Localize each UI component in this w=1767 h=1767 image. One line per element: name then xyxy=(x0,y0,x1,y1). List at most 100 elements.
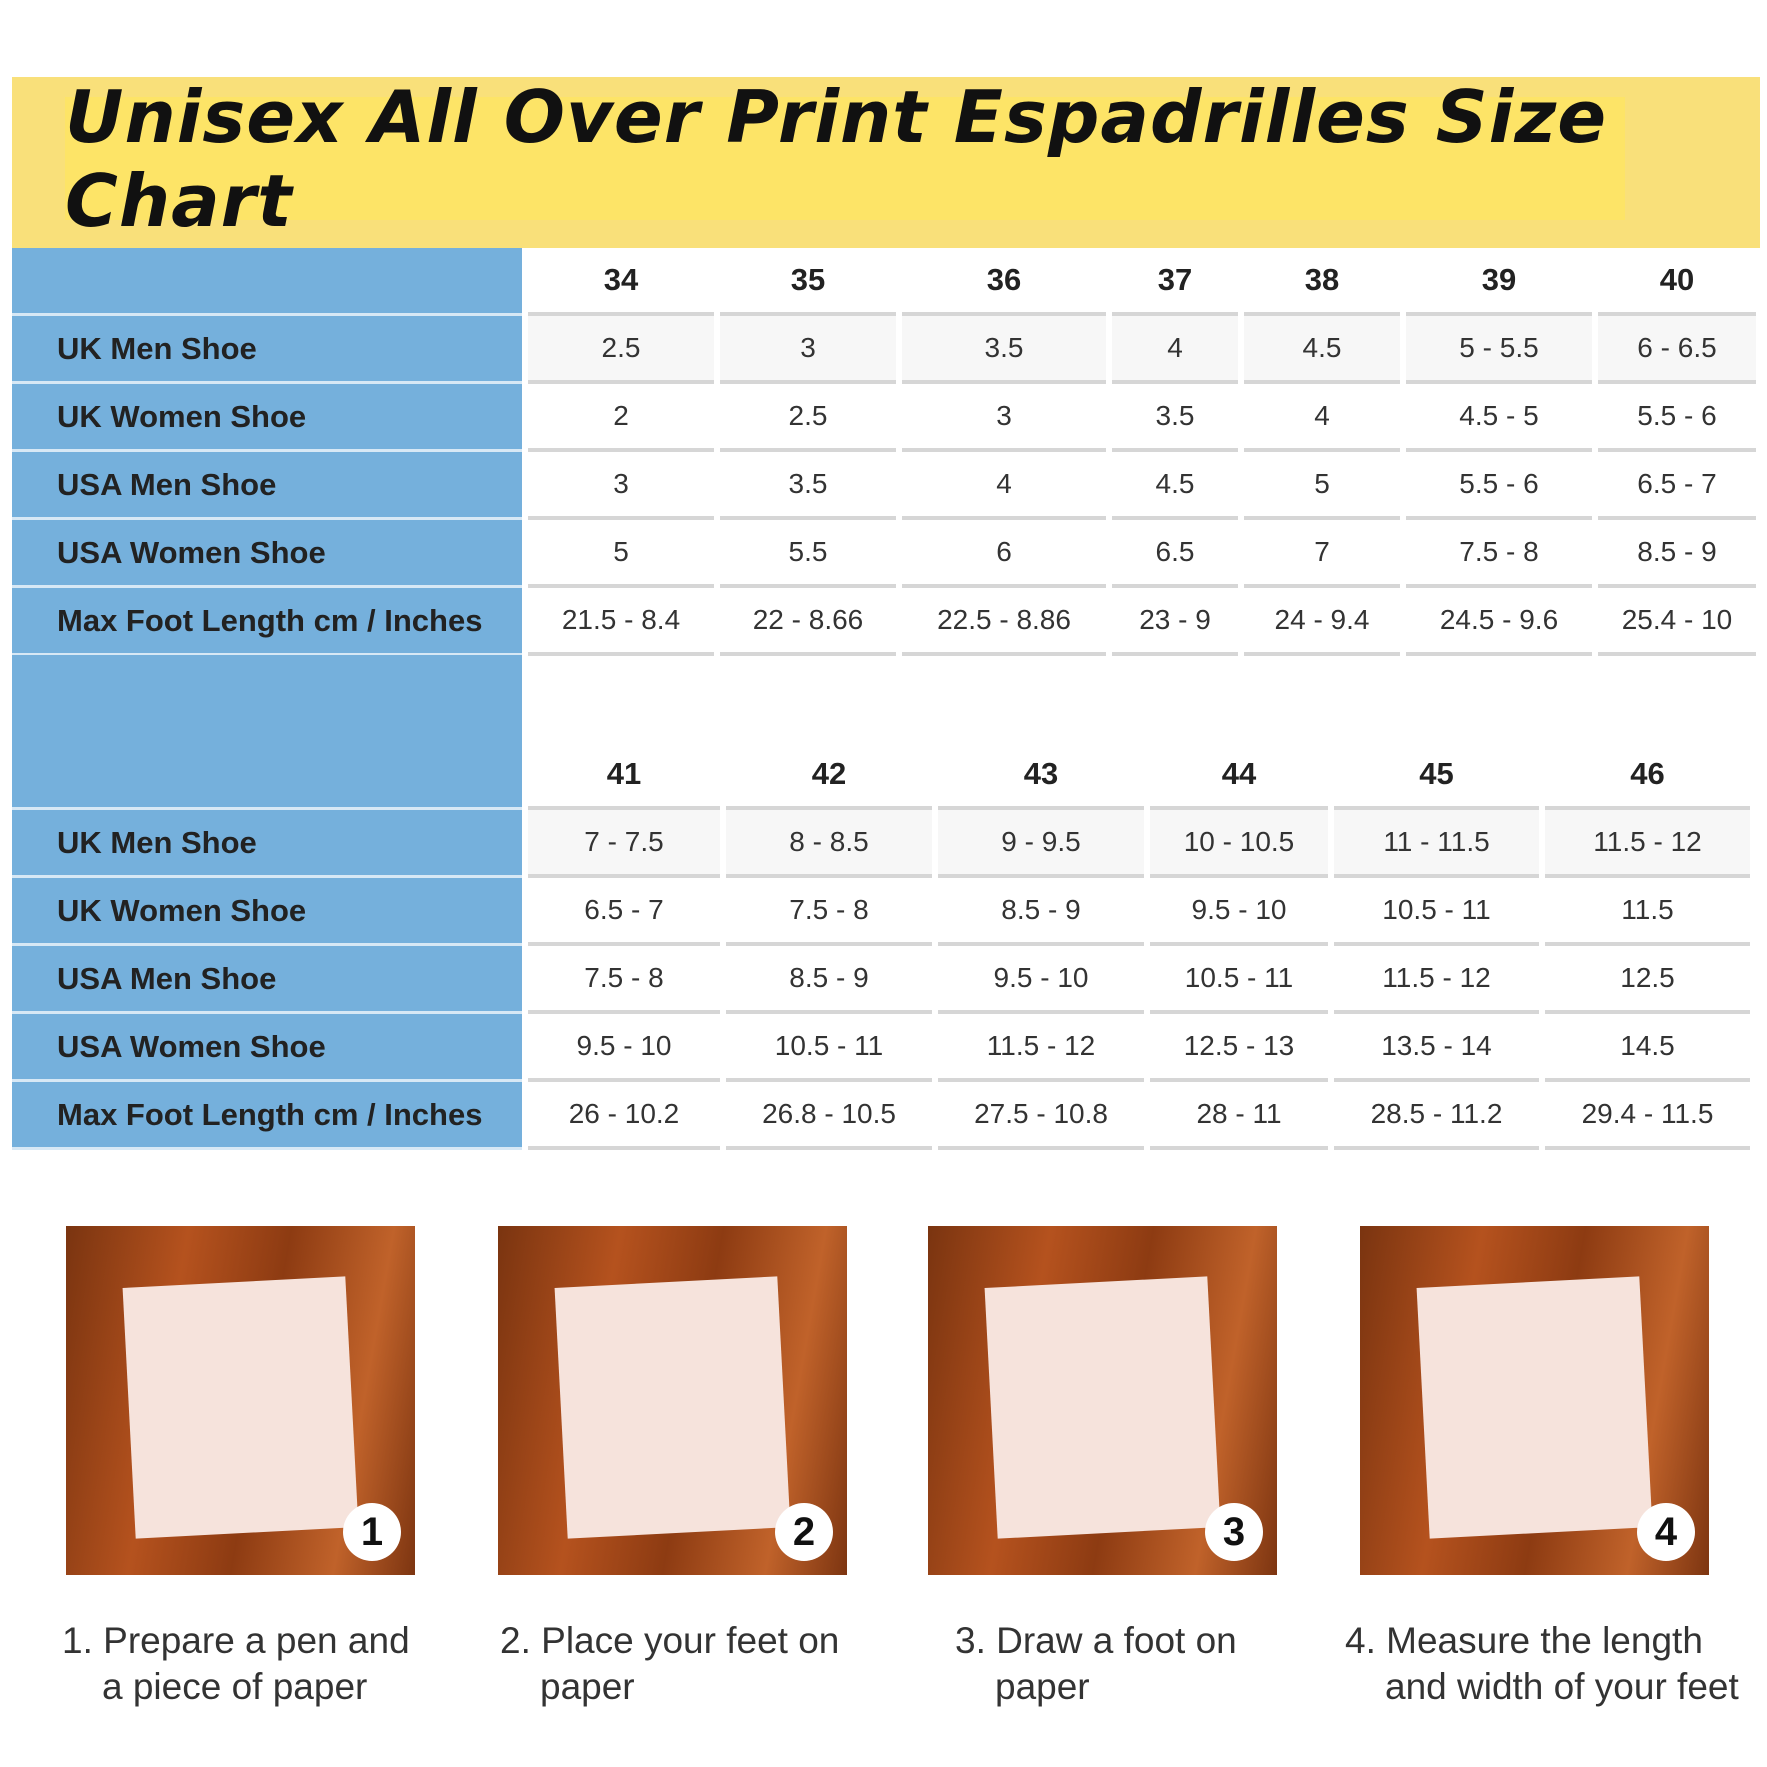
row-label: USA Women Shoe xyxy=(12,1014,522,1082)
step-number-badge: 2 xyxy=(775,1503,833,1561)
caption-line-1: 2. Place your feet on xyxy=(500,1620,840,1661)
size-header: 34 xyxy=(528,248,714,316)
step-caption: 4. Measure the length and width of your f… xyxy=(1345,1618,1745,1710)
table-cell: 12.5 - 13 xyxy=(1150,1014,1328,1082)
step-number-badge: 3 xyxy=(1205,1503,1263,1561)
table-cell: 10 - 10.5 xyxy=(1150,810,1328,878)
table-cell: 4 xyxy=(1112,316,1238,384)
caption-line-1: 4. Measure the length xyxy=(1345,1620,1703,1661)
size-header: 42 xyxy=(726,742,932,810)
caption-line-2: paper xyxy=(995,1666,1090,1707)
label-column-spacer xyxy=(12,655,522,742)
table-cell: 11.5 xyxy=(1545,878,1750,946)
table-cell: 3.5 xyxy=(720,452,896,520)
table-row: USA Men Shoe 7.5 - 8 8.5 - 9 9.5 - 10 10.5 -… xyxy=(12,946,1762,1014)
table-cell: 6 - 6.5 xyxy=(1598,316,1756,384)
caption-line-1: 1. Prepare a pen and xyxy=(62,1620,410,1661)
table-cell: 14.5 xyxy=(1545,1014,1750,1082)
table-cell: 3 xyxy=(902,384,1106,452)
table-cell: 22.5 - 8.86 xyxy=(902,588,1106,656)
table-cell: 8.5 - 9 xyxy=(726,946,932,1014)
table-cell: 22 - 8.66 xyxy=(720,588,896,656)
table-cell: 6.5 xyxy=(1112,520,1238,588)
step-number-badge: 4 xyxy=(1637,1503,1695,1561)
row-label: USA Women Shoe xyxy=(12,520,522,588)
table-cell: 21.5 - 8.4 xyxy=(528,588,714,656)
row-label: USA Men Shoe xyxy=(12,946,522,1014)
header-row: 34 35 36 37 38 39 40 xyxy=(12,248,1762,316)
size-header: 39 xyxy=(1406,248,1592,316)
table-cell: 26.8 - 10.5 xyxy=(726,1082,932,1150)
paper xyxy=(554,1276,791,1539)
table-cell: 28 - 11 xyxy=(1150,1082,1328,1150)
table-cell: 7.5 - 8 xyxy=(726,878,932,946)
table-cell: 8.5 - 9 xyxy=(1598,520,1756,588)
table-cell: 7.5 - 8 xyxy=(528,946,720,1014)
table-cell: 4.5 xyxy=(1244,316,1400,384)
size-header: 44 xyxy=(1150,742,1328,810)
table-cell: 23 - 9 xyxy=(1112,588,1238,656)
table-cell: 9.5 - 10 xyxy=(938,946,1144,1014)
table-cell: 3.5 xyxy=(902,316,1106,384)
title-banner: Unisex All Over Print Espadrilles Size C… xyxy=(12,75,1760,248)
table-row: USA Men Shoe 3 3.5 4 4.5 5 5.5 - 6 6.5 - 7 xyxy=(12,452,1762,520)
row-label: Max Foot Length cm / Inches xyxy=(12,1082,522,1150)
table-cell: 24.5 - 9.6 xyxy=(1406,588,1592,656)
table-cell: 2.5 xyxy=(720,384,896,452)
table-cell: 10.5 - 11 xyxy=(726,1014,932,1082)
table-cell: 24 - 9.4 xyxy=(1244,588,1400,656)
table-cell: 4 xyxy=(1244,384,1400,452)
table-cell: 6.5 - 7 xyxy=(528,878,720,946)
row-label: UK Women Shoe xyxy=(12,384,522,452)
caption-line-2: paper xyxy=(540,1666,635,1707)
size-header: 46 xyxy=(1545,742,1750,810)
row-label: UK Men Shoe xyxy=(12,810,522,878)
table-cell: 6.5 - 7 xyxy=(1598,452,1756,520)
table-cell: 5.5 xyxy=(720,520,896,588)
table-cell: 11.5 - 12 xyxy=(1334,946,1539,1014)
size-header: 40 xyxy=(1598,248,1756,316)
step-photo-3: 3 xyxy=(928,1226,1277,1575)
caption-line-1: 3. Draw a foot on xyxy=(955,1620,1237,1661)
table-cell: 8 - 8.5 xyxy=(726,810,932,878)
table-cell: 8.5 - 9 xyxy=(938,878,1144,946)
table-cell: 9.5 - 10 xyxy=(528,1014,720,1082)
table-cell: 28.5 - 11.2 xyxy=(1334,1082,1539,1150)
table-cell: 29.4 - 11.5 xyxy=(1545,1082,1750,1150)
header-row: 41 42 43 44 45 46 xyxy=(12,742,1762,810)
table-cell: 13.5 - 14 xyxy=(1334,1014,1539,1082)
table-cell: 5 xyxy=(528,520,714,588)
title-box: Unisex All Over Print Espadrilles Size C… xyxy=(65,75,1625,243)
table-cell: 2 xyxy=(528,384,714,452)
size-header: 36 xyxy=(902,248,1106,316)
table-row: UK Men Shoe 2.5 3 3.5 4 4.5 5 - 5.5 6 - 6.5 xyxy=(12,316,1762,384)
table-cell: 7.5 - 8 xyxy=(1406,520,1592,588)
header-label-empty xyxy=(12,248,522,316)
size-header: 45 xyxy=(1334,742,1539,810)
caption-line-2: a piece of paper xyxy=(102,1666,368,1707)
table-row: USA Women Shoe 9.5 - 10 10.5 - 11 11.5 - 12… xyxy=(12,1014,1762,1082)
step-caption: 2. Place your feet on paper xyxy=(500,1618,900,1710)
size-header: 41 xyxy=(528,742,720,810)
table-cell: 11.5 - 12 xyxy=(1545,810,1750,878)
table-cell: 3.5 xyxy=(1112,384,1238,452)
table-cell: 5 xyxy=(1244,452,1400,520)
table-cell: 27.5 - 10.8 xyxy=(938,1082,1144,1150)
table-cell: 4.5 xyxy=(1112,452,1238,520)
table-cell: 4.5 - 5 xyxy=(1406,384,1592,452)
size-header: 35 xyxy=(720,248,896,316)
row-label: Max Foot Length cm / Inches xyxy=(12,588,522,656)
table-cell: 2.5 xyxy=(528,316,714,384)
table-cell: 10.5 - 11 xyxy=(1150,946,1328,1014)
size-table-2: 41 42 43 44 45 46 UK Men Shoe 7 - 7.5 8 - 8.5 9 -… xyxy=(12,742,1762,1150)
table-cell: 6 xyxy=(902,520,1106,588)
row-label: USA Men Shoe xyxy=(12,452,522,520)
table-cell: 11.5 - 12 xyxy=(938,1014,1144,1082)
step-caption: 3. Draw a foot on paper xyxy=(955,1618,1355,1710)
table-cell: 3 xyxy=(720,316,896,384)
table-cell: 3 xyxy=(528,452,714,520)
table-cell: 26 - 10.2 xyxy=(528,1082,720,1150)
table-row: UK Women Shoe 2 2.5 3 3.5 4 4.5 - 5 5.5 - 6 xyxy=(12,384,1762,452)
size-header: 37 xyxy=(1112,248,1238,316)
step-photo-1: 1 xyxy=(66,1226,415,1575)
